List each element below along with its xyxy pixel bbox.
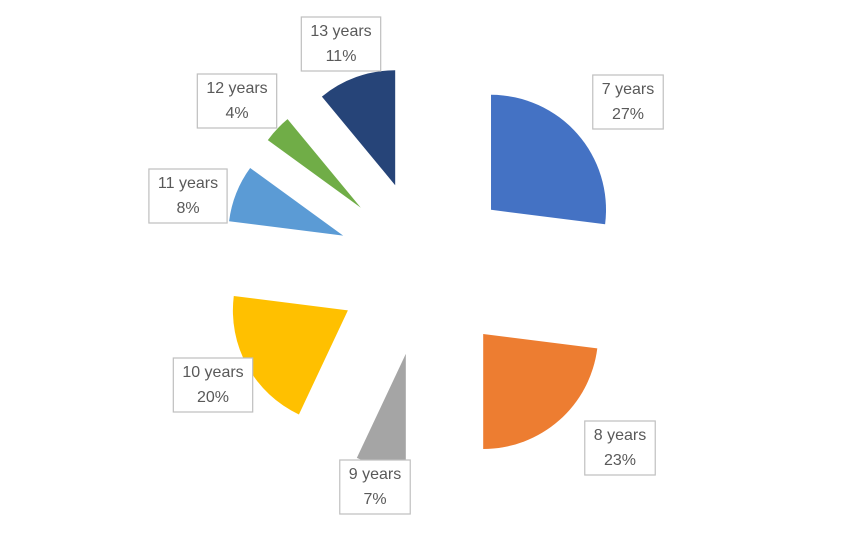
pie-slice [483,334,598,450]
data-label: 13 years 11% [300,16,382,72]
label-box [172,357,254,413]
pie-slice [491,94,607,225]
data-label: 7 years 27% [592,74,664,130]
label-box [584,420,656,476]
data-label: 9 years 7% [339,459,411,515]
pie-slice [232,295,348,415]
label-value: 7% [363,491,386,508]
label-box [592,74,664,130]
label-category: 10 years [182,364,243,381]
label-category: 7 years [602,81,654,98]
label-value: 4% [225,105,248,122]
label-category: 9 years [349,466,401,483]
label-value: 11% [326,48,357,65]
data-label: 10 years 20% [172,357,254,413]
label-category: 11 years [158,175,218,192]
label-value: 23% [604,452,636,469]
label-category: 12 years [206,80,267,97]
pie-slice [356,353,406,469]
label-value: 27% [612,106,644,123]
label-value: 20% [197,389,229,406]
data-label: 12 years 4% [196,73,278,129]
pie-slice [321,70,396,186]
label-box [300,16,382,72]
label-value: 8% [176,200,199,217]
label-box [339,459,411,515]
pie-slice [229,168,344,236]
label-box [148,168,228,224]
label-box [196,73,278,129]
data-label: 11 years 8% [148,168,228,224]
pie-slice [267,119,361,208]
label-category: 8 years [594,427,646,444]
label-category: 13 years [310,23,371,40]
data-label: 8 years 23% [584,420,656,476]
